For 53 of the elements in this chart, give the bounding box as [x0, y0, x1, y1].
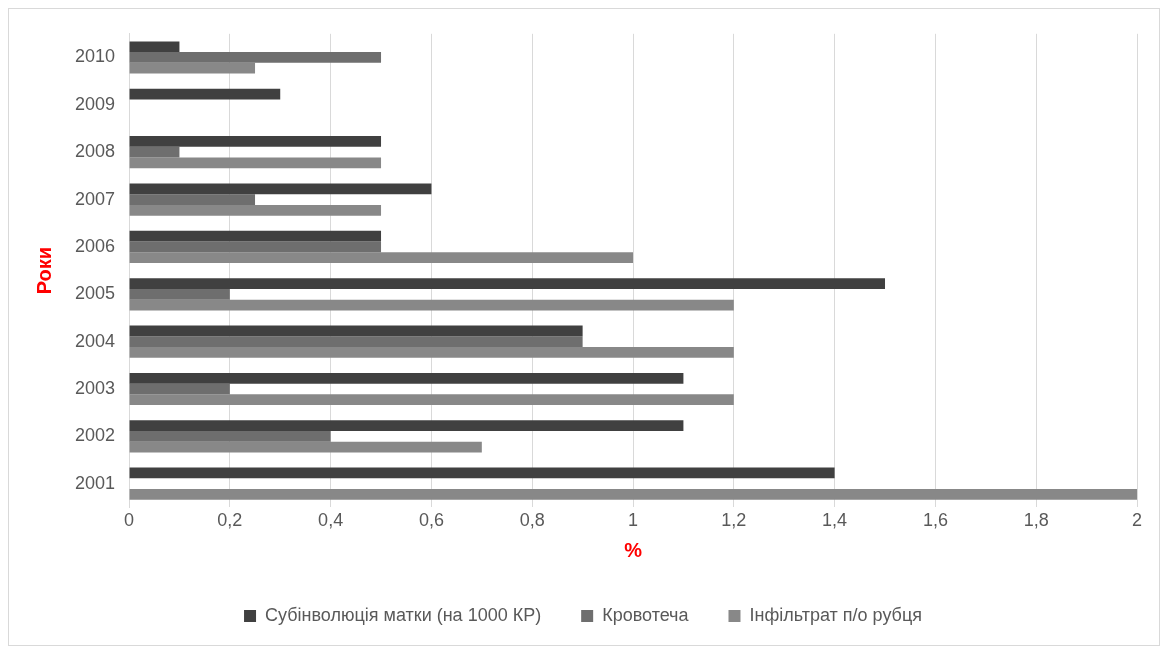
y-axis-title: Роки — [32, 246, 55, 295]
legend-label: Субінволюція матки (на 1000 КР) — [265, 604, 542, 625]
x-tick-label: 0,2 — [217, 510, 243, 531]
bar — [129, 288, 230, 300]
bar — [129, 467, 835, 479]
bar — [129, 136, 382, 147]
x-tick-label: 1 — [628, 510, 639, 531]
y-tick-label: 2001 — [75, 472, 116, 493]
x-tick-label: 1,6 — [922, 510, 948, 531]
x-tick-label: 1,2 — [721, 510, 747, 531]
x-tick-label: 1,8 — [1023, 510, 1049, 531]
x-tick-label: 1,4 — [822, 510, 848, 531]
y-tick-label: 2009 — [75, 93, 116, 114]
y-tick-label: 2003 — [75, 377, 116, 398]
x-tick-label: 0,4 — [318, 510, 344, 531]
y-tick-label: 2006 — [75, 235, 116, 256]
bar — [129, 204, 382, 216]
bar — [129, 372, 684, 384]
bar — [129, 430, 331, 442]
y-tick-label: 2010 — [75, 46, 116, 67]
bar — [129, 146, 180, 158]
x-tick-label: 2 — [1131, 510, 1143, 531]
y-tick-label: 2004 — [75, 330, 116, 351]
legend-label: Кровотеча — [602, 604, 690, 625]
bar — [129, 278, 886, 289]
bar — [129, 252, 634, 264]
bar — [129, 394, 734, 406]
bar — [129, 336, 583, 348]
bar — [129, 52, 382, 63]
x-axis-title: % — [624, 538, 643, 561]
bar — [129, 230, 382, 242]
x-tick-label: 0 — [124, 510, 135, 531]
bar — [129, 241, 382, 253]
y-tick-label: 2007 — [75, 188, 116, 209]
bar — [129, 441, 482, 453]
legend-label: Інфільтрат п/о рубця — [749, 604, 922, 625]
y-tick-label: 2008 — [75, 141, 116, 162]
bar — [129, 489, 1137, 500]
y-tick-label: 2005 — [75, 283, 116, 304]
bar — [129, 157, 382, 169]
x-tick-label: 0,8 — [519, 510, 545, 531]
bar — [129, 183, 432, 195]
bar — [129, 383, 230, 395]
bar — [129, 420, 684, 431]
bar — [129, 88, 281, 100]
bar — [129, 62, 256, 74]
bar — [129, 41, 180, 53]
y-tick-label: 2002 — [75, 425, 116, 446]
bar — [129, 194, 256, 205]
bar — [129, 299, 734, 311]
bar — [129, 347, 734, 358]
x-tick-label: 0,6 — [418, 510, 444, 531]
bar — [129, 325, 583, 337]
